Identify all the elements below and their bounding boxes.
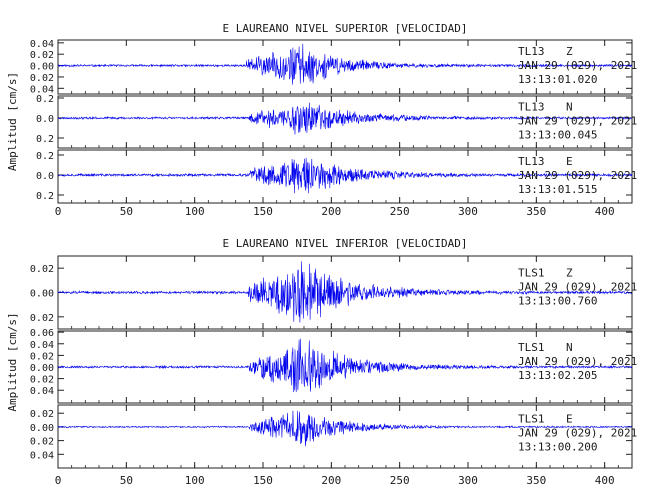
component-code: E [566,413,573,426]
record-date: JAN 29 (029), 2021 [518,280,637,293]
record-time: 13:13:01.020 [518,73,597,86]
x-tick-label: 0 [55,205,62,218]
x-tick-label: 250 [390,474,410,487]
y-tick-label: 0.0 [36,114,54,125]
y-tick-label: 0.04 [30,450,54,461]
x-tick-label: 100 [185,474,205,487]
x-tick-label: 350 [526,205,546,218]
y-tick-label: 0.02 [30,437,54,448]
y-tick-label: 0.2 [36,151,54,162]
x-tick-label: 100 [185,205,205,218]
waveform-trace-TL13-E [57,157,633,194]
x-tick-label: 200 [321,205,341,218]
y-tick-label: 0.0 [36,171,54,182]
x-tick-label: 50 [120,474,133,487]
figure-block-2: E LAUREANO NIVEL INFERIOR [VELOCIDAD] Amp… [6,237,637,487]
record-date: JAN 29 (029), 2021 [518,169,637,182]
y-tick-label: 0.2 [36,191,54,202]
y-tick-label: 0.02 [30,50,54,61]
waveform-trace-TLS1-Z [57,261,633,323]
x-tick-label: 250 [390,205,410,218]
x-tick-label: 150 [253,474,273,487]
record-date: JAN 29 (029), 2021 [518,59,637,72]
y-tick-label: 0.02 [30,409,54,420]
y-tick-label: 0.00 [30,423,54,434]
y-tick-label: 0.04 [30,39,54,50]
station-code: TLS1 [518,266,545,279]
waveform-trace-TLS1-N [57,338,633,393]
y-tick-label: 0.02 [30,351,54,362]
figure-block-1: E LAUREANO NIVEL SUPERIOR [VELOCIDAD] Amp… [6,22,637,218]
y-tick-label: 0.02 [30,375,54,386]
station-code: TL13 [518,101,545,114]
y-tick-label: 0.02 [30,73,54,84]
x-tick-label: 350 [526,474,546,487]
component-code: E [566,155,573,168]
y-tick-label: 0.02 [30,313,54,324]
y-tick-label: 0.2 [36,134,54,145]
y-tick-label: 0.00 [30,289,54,300]
record-time: 13:13:00.200 [518,441,597,454]
waveform-trace-TL13-N [57,102,632,135]
station-code: TLS1 [518,341,545,354]
component-code: N [566,101,573,114]
chart-title: E LAUREANO NIVEL INFERIOR [VELOCIDAD] [222,237,467,250]
station-code: TL13 [518,155,545,168]
record-time: 13:13:00.760 [518,294,597,307]
y-tick-label: 0.04 [30,84,54,95]
component-code: N [566,341,573,354]
waveform-trace-TL13-Z [57,43,633,85]
x-tick-label: 50 [120,205,133,218]
x-tick-label: 300 [458,205,478,218]
station-code: TLS1 [518,413,545,426]
x-tick-label: 200 [321,474,341,487]
y-tick-label: 0.04 [30,340,54,351]
x-tick-label: 150 [253,205,273,218]
y-tick-label: 0.06 [30,328,54,339]
chart-title: E LAUREANO NIVEL SUPERIOR [VELOCIDAD] [222,22,467,35]
station-code: TL13 [518,45,545,58]
x-tick-label: 300 [458,474,478,487]
x-tick-label: 0 [55,474,62,487]
y-tick-label: 0.2 [36,94,54,105]
component-code: Z [566,266,573,279]
x-tick-label: 400 [595,474,615,487]
x-tick-label: 400 [595,205,615,218]
y-axis-label: Amplitud [cm/s] [6,312,19,411]
record-time: 13:13:00.045 [518,129,597,142]
y-tick-label: 0.04 [30,386,54,397]
y-tick-label: 0.02 [30,264,54,275]
record-date: JAN 29 (029), 2021 [518,355,637,368]
y-axis-label: Amplitud [cm/s] [6,72,19,171]
y-tick-label: 0.00 [30,363,54,374]
waveform-trace-TLS1-E [57,410,632,447]
record-date: JAN 29 (029), 2021 [518,427,637,440]
record-time: 13:13:01.515 [518,183,597,196]
record-date: JAN 29 (029), 2021 [518,115,637,128]
component-code: Z [566,45,573,58]
y-tick-label: 0.00 [30,62,54,73]
record-time: 13:13:02.205 [518,369,597,382]
